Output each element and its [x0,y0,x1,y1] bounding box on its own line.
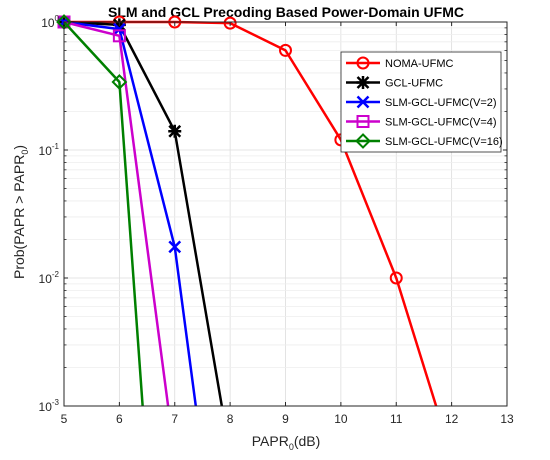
y-tick-label: 100 [41,14,59,30]
x-axis-label: PAPR0(dB) [252,433,321,452]
legend: NOMA-UFMC GCL-UFMC SLM-GCL-UFMC(V=2) SLM-GC… [340,51,503,153]
x-tick-label: 6 [116,412,123,426]
tick-layer: 5 6 7 8 9 10 11 12 13 100 10-1 10-2 10-3 [39,14,514,426]
y-tick-label: 10-1 [39,142,60,158]
legend-item: GCL-UFMC [346,76,443,90]
data-point [389,271,403,285]
legend-item: SLM-GCL-UFMC(V=16) [346,133,503,149]
x-tick-label: 9 [282,412,289,426]
chart-title: SLM and GCL Precoding Based Power-Domain… [108,4,464,20]
data-point [112,22,126,36]
legend-item: SLM-GCL-UFMC(V=4) [346,115,497,129]
x-tick-label: 10 [334,412,348,426]
y-tick-label: 10-2 [39,270,60,286]
legend-label: SLM-GCL-UFMC(V=4) [385,117,497,129]
legend-label: GCL-UFMC [385,78,443,90]
legend-label: SLM-GCL-UFMC(V=2) [385,97,497,109]
data-point [355,133,371,149]
legend-label: NOMA-UFMC [385,58,453,70]
x-tick-label: 8 [227,412,234,426]
series-line [63,20,224,407]
x-tick-label: 11 [390,412,403,426]
y-axis-label: Prob(PAPR > PAPR0) [11,145,30,279]
legend-item: SLM-GCL-UFMC(V=2) [346,95,497,109]
data-point [356,56,370,70]
data-point [356,76,370,89]
x-tick-label: 12 [445,412,459,426]
series-line [63,20,198,407]
data-point [168,240,182,254]
x-tick-label: 5 [61,412,68,426]
data-point [279,43,292,57]
data-point [112,29,126,43]
series-line [63,21,144,407]
data-point [356,95,370,109]
data-point [223,16,237,30]
x-tick-label: 7 [171,412,178,426]
x-tick-label: 13 [500,412,514,426]
series-line [63,20,170,407]
legend-item: NOMA-UFMC [346,56,453,70]
data-point [168,124,182,138]
legend-label: SLM-GCL-UFMC(V=16) [385,136,503,148]
y-tick-label: 10-3 [39,398,60,414]
data-point [356,115,370,128]
data-point [111,74,128,90]
series-3 [57,15,198,407]
